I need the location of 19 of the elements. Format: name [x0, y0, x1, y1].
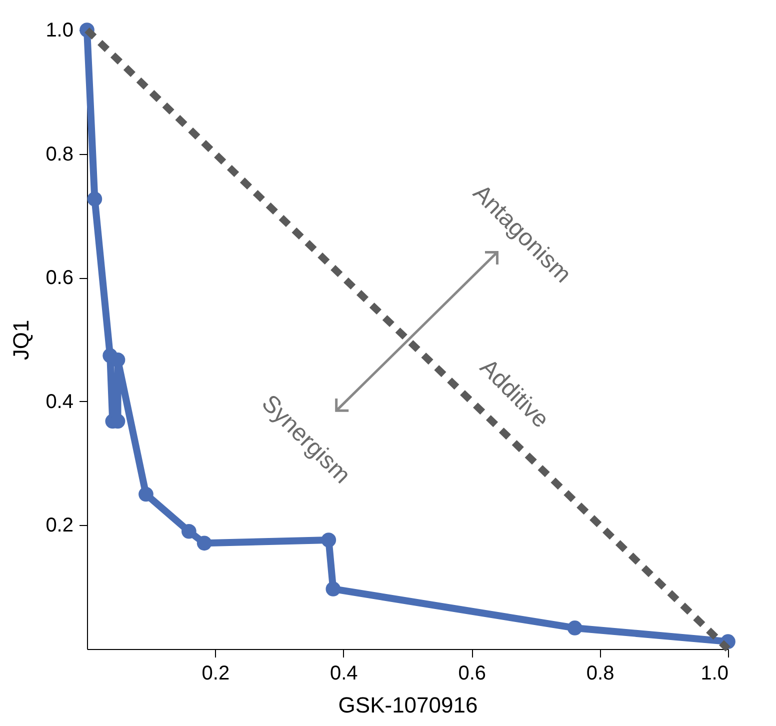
- y-tick-label: 0.8: [46, 143, 74, 166]
- x-axis-title: GSK-1070916: [338, 692, 478, 718]
- y-tick-label: 0.2: [46, 514, 74, 537]
- point: [321, 532, 336, 548]
- x-tick-label: 0.2: [202, 662, 230, 684]
- x-tick-label: 0.8: [586, 662, 614, 684]
- point: [182, 524, 196, 539]
- point: [87, 192, 102, 206]
- x-tick-label: 0.6: [458, 662, 486, 684]
- y-tick-label: 0.6: [46, 267, 74, 290]
- y-axis-title: JQ1: [8, 320, 34, 360]
- point: [138, 486, 154, 502]
- point: [196, 536, 212, 551]
- point: [567, 620, 582, 636]
- y-tick-label: 0.4: [46, 390, 74, 413]
- y-tick-label: 1.0: [46, 20, 74, 42]
- point: [326, 582, 341, 596]
- x-tick-label: 1.0: [700, 662, 728, 684]
- x-tick-label: 0.4: [330, 662, 358, 684]
